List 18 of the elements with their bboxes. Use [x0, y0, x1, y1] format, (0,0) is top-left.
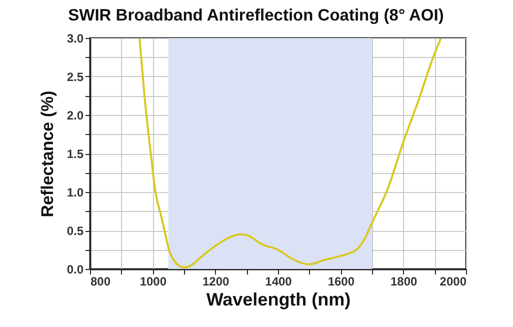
x-tick-label: 800 [90, 274, 111, 288]
x-tick-label: 1600 [328, 274, 355, 288]
y-tick-label: 1.0 [66, 186, 84, 200]
line-series [138, 38, 442, 268]
y-tick-label: 2.0 [66, 108, 84, 122]
x-tick-label: 1000 [140, 274, 167, 288]
y-tick-label: 1.5 [66, 147, 84, 161]
y-tick-label: 0.5 [66, 224, 84, 238]
y-tick-label: 3.0 [66, 32, 84, 46]
chart-title: SWIR Broadband Antireflection Coating (8° AOI) [68, 6, 444, 24]
x-axis-title: Wavelength (nm) [206, 290, 351, 310]
y-axis-title: Reflectance (%) [38, 90, 57, 218]
y-tick-label: 0.0 [66, 262, 84, 276]
x-tick-label: 1400 [265, 274, 292, 288]
y-tick-label: 2.5 [66, 70, 84, 84]
x-tick-label: 2000 [440, 274, 467, 288]
x-tick-label: 1800 [390, 274, 418, 288]
x-tick-label: 1200 [202, 274, 230, 288]
